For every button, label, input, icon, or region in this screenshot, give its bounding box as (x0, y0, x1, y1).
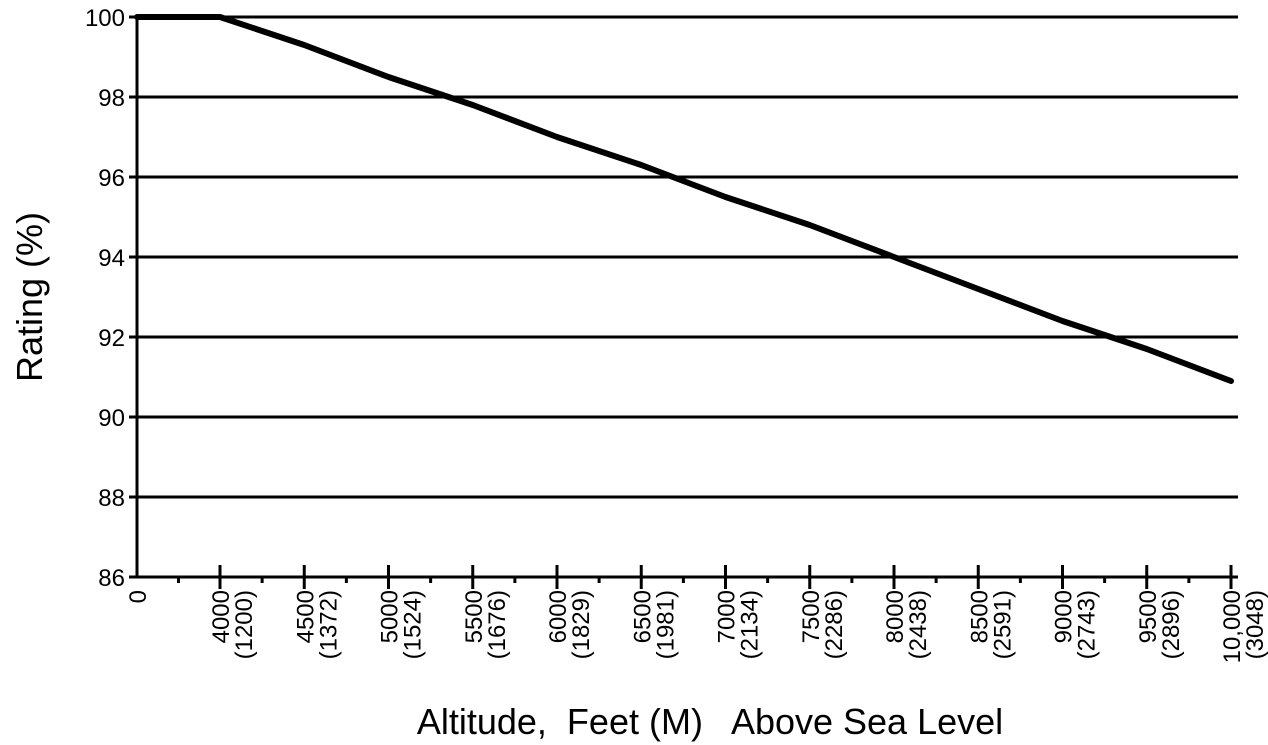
data-point (978, 289, 979, 290)
data-point (472, 105, 473, 106)
y-tick-label: 98 (98, 85, 125, 112)
x-tick-label-feet: 7000 (714, 590, 741, 643)
x-tick-label-feet: 7500 (798, 590, 825, 643)
x-tick-label-meters: (1372) (315, 590, 342, 659)
y-tick-label: 100 (85, 5, 125, 32)
y-tick-labels: 86 88 90 92 94 96 98 100 (85, 5, 125, 592)
data-point (1146, 349, 1147, 350)
x-tick-label-feet: 5000 (377, 590, 404, 643)
data-point (894, 257, 895, 258)
data-point (1062, 321, 1063, 322)
x-tick-label-feet: 9500 (1135, 590, 1162, 643)
x-tick-label-feet: 10,000 (1219, 590, 1246, 663)
y-axis-title: Rating (%) (9, 212, 50, 382)
x-tick-label-meters: (2134) (737, 590, 764, 659)
rating-line (134, 14, 1234, 384)
x-tick-label-feet: 5500 (461, 590, 488, 643)
x-tick-label-feet: 6500 (629, 590, 656, 643)
data-point (809, 225, 810, 226)
x-tick-label-feet: 9000 (1051, 590, 1078, 643)
data-point (388, 77, 389, 78)
grid-lines (137, 15, 1238, 499)
x-tick-labels: 0 4000(1200) 4500(1372) 5000(1524) 5500(1676… (125, 590, 1268, 663)
x-axis-title: Altitude, Feet (M) Above Sea Level (417, 701, 1003, 742)
x-tick-label-feet: 8500 (966, 590, 993, 643)
y-tick-label: 96 (98, 165, 125, 192)
x-tick-label-meters: (1829) (568, 590, 595, 659)
x-tick-label-feet: 8000 (882, 590, 909, 643)
y-tick-label: 92 (98, 325, 125, 352)
data-point (137, 17, 138, 18)
y-tick-label: 90 (98, 405, 125, 432)
y-tick-label: 94 (98, 245, 125, 272)
x-tick-label-feet: 4000 (208, 590, 235, 643)
data-point (641, 165, 642, 166)
y-tick-label: 86 (98, 565, 125, 592)
axes (129, 15, 1238, 589)
x-tick-label-feet: 4500 (292, 590, 319, 643)
x-tick-label-meters: (2591) (989, 590, 1016, 659)
data-point (725, 197, 726, 198)
data-point (1231, 381, 1232, 382)
x-tick-label-meters: (1200) (231, 590, 258, 659)
x-tick-label-feet: 6000 (545, 590, 572, 643)
x-tick-label-meters: (3048) (1242, 590, 1268, 659)
x-tick-label-meters: (2743) (1074, 590, 1101, 659)
data-point (220, 17, 221, 18)
x-tick-label-meters: (1981) (652, 590, 679, 659)
x-tick-label-meters: (2896) (1158, 590, 1185, 659)
y-tick-label: 88 (98, 485, 125, 512)
x-tick-label-meters: (1676) (484, 590, 511, 659)
data-point (557, 137, 558, 138)
x-tick-label-meters: (1524) (400, 590, 427, 659)
x-tick-label-meters: (2438) (905, 590, 932, 659)
x-tick-label-feet: 0 (125, 590, 152, 603)
series-layer (134, 14, 1234, 384)
data-point (304, 45, 305, 46)
x-tick-label-meters: (2286) (821, 590, 848, 659)
